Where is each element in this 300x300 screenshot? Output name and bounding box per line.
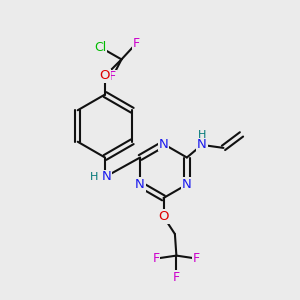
Text: H: H xyxy=(89,172,98,182)
Text: F: F xyxy=(132,37,140,50)
Text: N: N xyxy=(135,178,145,191)
Text: N: N xyxy=(197,138,207,152)
Text: F: F xyxy=(193,252,200,265)
Text: F: F xyxy=(173,271,180,284)
Text: F: F xyxy=(152,252,160,265)
Text: O: O xyxy=(158,210,169,223)
Text: F: F xyxy=(109,70,116,83)
Text: O: O xyxy=(100,69,110,82)
Text: H: H xyxy=(198,130,206,140)
Text: Cl: Cl xyxy=(94,41,106,54)
Text: N: N xyxy=(182,178,192,191)
Text: N: N xyxy=(102,170,111,184)
Text: N: N xyxy=(159,137,168,151)
